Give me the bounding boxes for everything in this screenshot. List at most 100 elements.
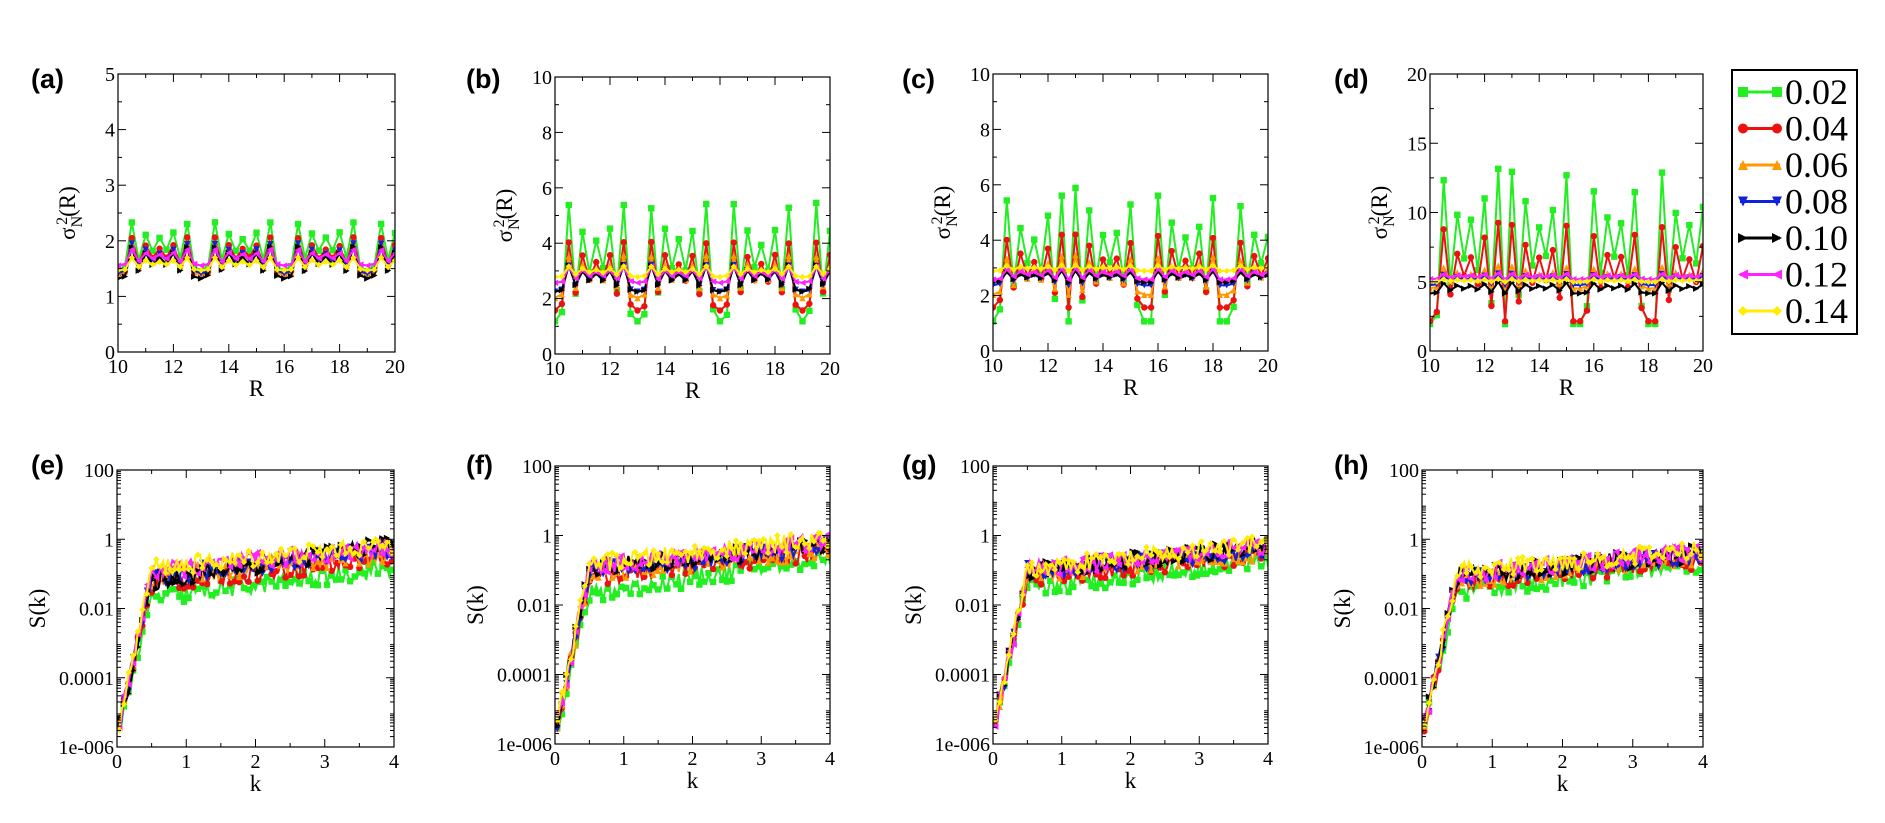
data-point [1583, 307, 1591, 314]
data-point [1624, 277, 1632, 285]
data-point [558, 273, 566, 280]
data-point [1161, 569, 1169, 576]
data-point [323, 581, 331, 588]
data-point [1627, 565, 1634, 572]
data-point [1127, 256, 1134, 263]
data-point [1031, 258, 1038, 266]
data-point [1097, 574, 1104, 581]
data-point [558, 308, 566, 316]
data-point [565, 201, 572, 209]
data-point [1166, 553, 1173, 561]
data-point [1665, 278, 1673, 285]
data-point [1500, 570, 1508, 577]
x-tick-label: 12 [1475, 355, 1495, 377]
y-tick-label: 1 [542, 526, 552, 548]
data-point [716, 307, 724, 314]
data-point [268, 563, 275, 570]
data-point [1542, 568, 1550, 575]
data-point [1127, 201, 1134, 208]
data-point [1017, 224, 1024, 232]
data-point [1505, 589, 1512, 596]
data-point [1556, 278, 1563, 285]
data-point [1658, 169, 1666, 176]
data-point [1425, 699, 1433, 707]
data-point [225, 246, 232, 254]
data-point [1129, 556, 1136, 564]
data-point [1244, 552, 1251, 559]
data-point [1106, 579, 1114, 586]
data-point [1692, 285, 1700, 292]
data-point [1001, 679, 1008, 686]
data-point [709, 286, 717, 294]
data-point [572, 281, 579, 289]
data-point [723, 272, 731, 280]
data-point [1460, 273, 1468, 280]
data-point [1589, 575, 1597, 582]
data-point [792, 306, 799, 313]
data-point [1251, 268, 1258, 276]
data-point [700, 544, 708, 552]
data-point [730, 252, 737, 259]
series-0.02 [993, 184, 1268, 325]
data-point [1467, 282, 1475, 290]
data-point [1433, 289, 1441, 296]
data-point [1658, 263, 1666, 271]
data-point [572, 275, 579, 282]
data-point [799, 318, 806, 325]
data-point [606, 262, 614, 269]
data-point [1604, 214, 1611, 221]
data-point [1230, 296, 1237, 304]
data-point [319, 553, 326, 561]
data-point [1216, 558, 1224, 566]
data-point [360, 538, 368, 545]
data-point [1161, 266, 1169, 273]
data-point [1447, 287, 1454, 294]
data-point [1143, 566, 1150, 573]
data-point [1508, 168, 1516, 175]
data-point [1552, 580, 1559, 588]
data-point [1454, 282, 1461, 289]
data-point [1086, 259, 1093, 266]
data-point [1510, 560, 1517, 568]
data-point [1147, 552, 1155, 559]
data-point [792, 272, 799, 280]
data-point [391, 257, 395, 264]
data-point [622, 584, 630, 592]
data-point [379, 542, 386, 549]
data-point [1508, 275, 1516, 283]
data-point [613, 552, 621, 559]
y-axis-label: σN2(R) [1366, 186, 1398, 240]
data-point [377, 254, 385, 261]
data-point [143, 590, 151, 597]
data-point [1447, 277, 1454, 285]
data-point [1207, 557, 1214, 564]
data-point [824, 551, 830, 559]
data-point [1678, 540, 1686, 547]
data-point [1253, 537, 1260, 545]
data-point [1672, 276, 1679, 283]
data-point [1460, 277, 1468, 284]
data-point [1542, 252, 1550, 260]
data-point [618, 564, 625, 571]
y-tick-label: 0.01 [1384, 599, 1419, 621]
data-point [996, 275, 1004, 282]
data-point [1079, 277, 1086, 285]
data-point [813, 263, 820, 270]
data-point [1141, 304, 1148, 311]
data-point [236, 552, 243, 559]
data-point [118, 277, 122, 281]
data-point [1239, 544, 1246, 551]
data-point [1617, 276, 1625, 284]
data-point [374, 570, 382, 577]
data-point [1692, 542, 1700, 550]
panel-label: (c) [902, 64, 935, 94]
data-point [993, 267, 997, 275]
data-point [579, 265, 586, 272]
y-tick-label: 10 [1407, 203, 1427, 225]
data-point [1079, 274, 1086, 281]
data-point [1264, 270, 1268, 274]
data-point [342, 556, 349, 564]
data-point [1699, 276, 1703, 283]
series-0.12 [118, 246, 395, 269]
data-point [810, 538, 818, 545]
